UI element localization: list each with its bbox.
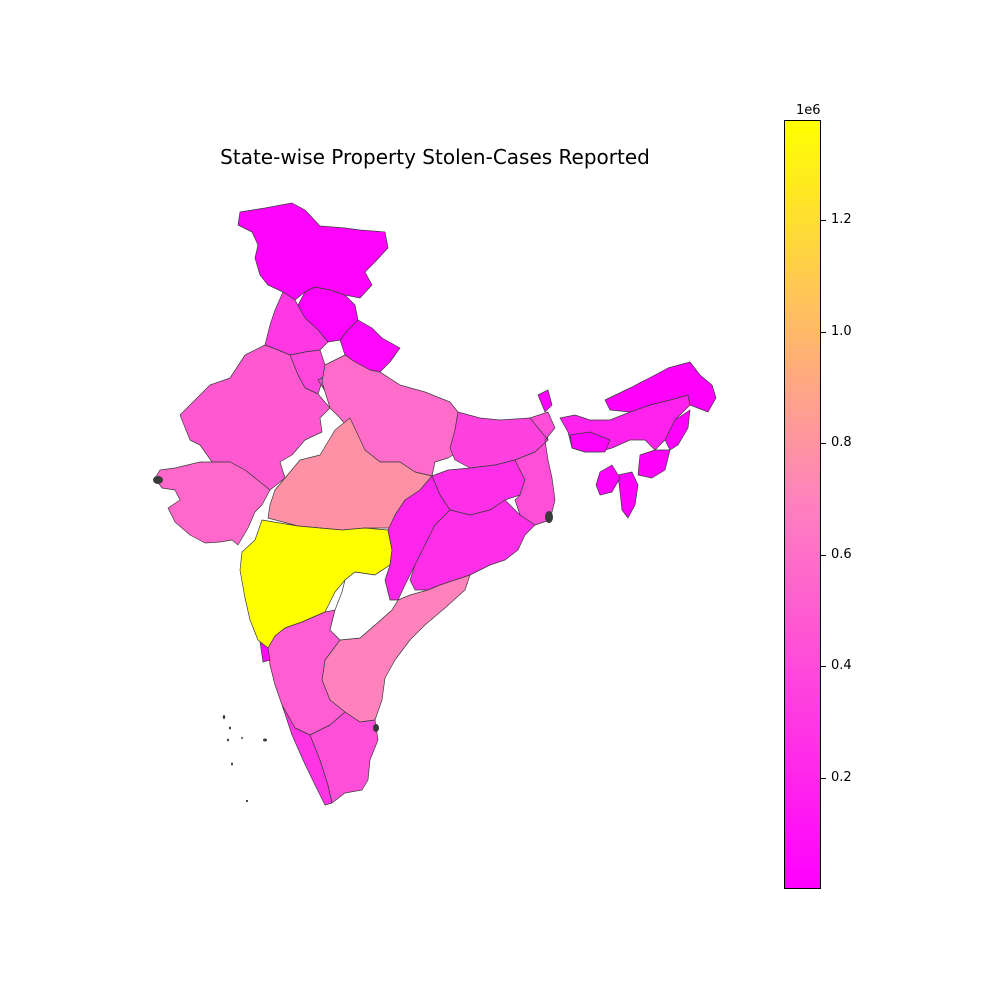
region-arunachal-pradesh xyxy=(604,361,717,413)
island-mark-9 xyxy=(373,724,379,732)
region-rajasthan xyxy=(179,344,331,491)
colorbar-tick xyxy=(821,666,826,667)
colorbar-tick xyxy=(821,778,826,779)
region-goa xyxy=(259,641,271,663)
india-map xyxy=(154,202,717,806)
colorbar-tick-label: 1.2 xyxy=(831,212,852,227)
colorbar-tick-label: 0.8 xyxy=(831,435,852,450)
region-meghalaya xyxy=(569,431,611,453)
region-manipur xyxy=(637,449,671,479)
island-territories xyxy=(153,476,553,803)
region-sikkim xyxy=(537,389,553,413)
colorbar-tick-label: 0.4 xyxy=(831,658,852,673)
island-mark-8 xyxy=(545,511,553,523)
island-mark-4 xyxy=(263,738,267,742)
map-title: State-wise Property Stolen-Cases Reporte… xyxy=(220,145,650,169)
colorbar xyxy=(784,120,821,889)
colorbar-tick xyxy=(821,332,826,333)
region-telangana xyxy=(329,564,399,641)
colorbar-offset-label: 1e6 xyxy=(796,103,821,118)
region-tamil-nadu xyxy=(309,711,379,804)
island-mark-1 xyxy=(229,726,231,730)
colorbar-tick xyxy=(821,555,826,556)
region-maharashtra xyxy=(239,519,393,649)
region-odisha xyxy=(409,499,536,591)
colorbar-tick xyxy=(821,443,826,444)
island-mark-7 xyxy=(153,476,163,484)
island-mark-5 xyxy=(231,762,233,766)
region-gujarat xyxy=(154,461,271,546)
colorbar-tick-label: 0.2 xyxy=(831,770,852,785)
colorbar-tick-label: 1.0 xyxy=(831,324,852,339)
colorbar-tick xyxy=(821,220,826,221)
island-mark-2 xyxy=(227,738,229,742)
region-tripura xyxy=(595,464,621,496)
region-jammu-and-kashmir xyxy=(237,202,389,301)
island-mark-3 xyxy=(241,736,243,740)
island-mark-6 xyxy=(245,799,249,803)
region-mizoram xyxy=(617,471,639,519)
colorbar-tick-label: 0.6 xyxy=(831,547,852,562)
island-mark-0 xyxy=(222,715,226,719)
